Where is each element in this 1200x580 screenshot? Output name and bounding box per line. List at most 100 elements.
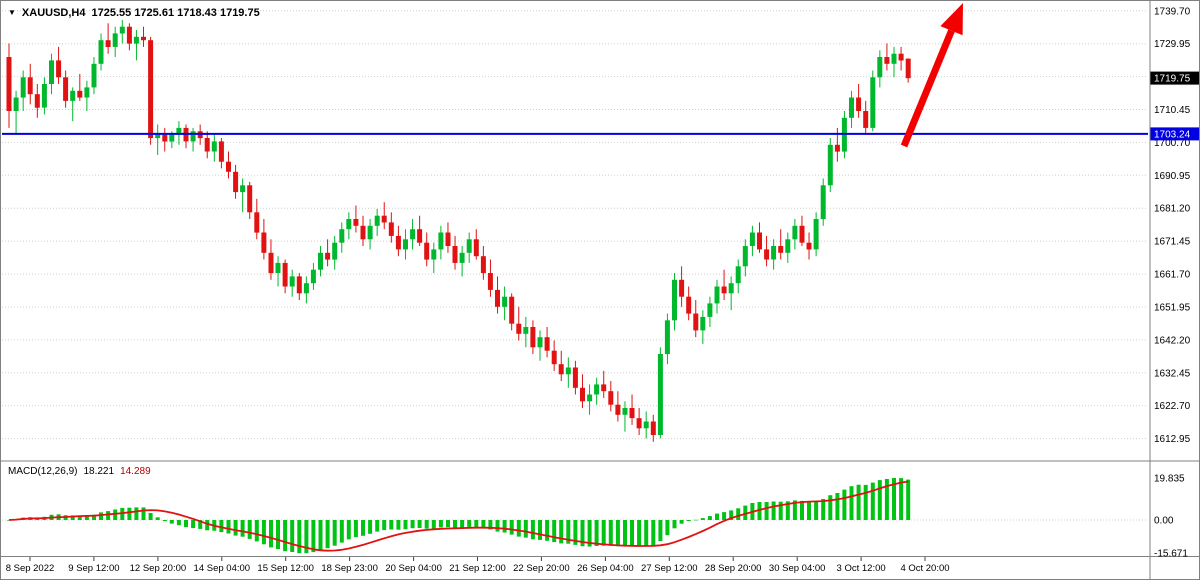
candle-body (856, 97, 862, 111)
price-axis-label: 1710.45 (1154, 105, 1191, 116)
candle-body (445, 232, 451, 246)
time-axis-label: 30 Sep 04:00 (769, 563, 826, 574)
macd-histogram-bar (389, 520, 394, 530)
macd-histogram-bar (205, 520, 210, 531)
candle-body (629, 408, 635, 419)
price-axis-label: 1622.70 (1154, 401, 1191, 412)
macd-histogram-bar (530, 520, 535, 540)
candle-body (403, 239, 408, 250)
candle-body (870, 77, 876, 128)
candle-body (410, 229, 416, 240)
candle-body (863, 111, 869, 128)
candle-body (261, 232, 267, 253)
price-axis-label: 1671.45 (1154, 237, 1191, 248)
time-axis[interactable] (0, 557, 1150, 580)
candle-body (700, 316, 706, 331)
time-axis-label: 8 Sep 2022 (6, 563, 55, 574)
candle-body (530, 327, 536, 348)
candle-body (792, 225, 798, 240)
macd-histogram-bar (580, 520, 585, 547)
macd-histogram-bar (516, 520, 521, 537)
candle-body (318, 252, 323, 270)
candle-body (310, 269, 316, 284)
price-axis-label: 1612.95 (1154, 434, 1191, 445)
candle-body (813, 219, 819, 250)
candle-body (325, 252, 331, 260)
macd-histogram-bar (297, 520, 302, 554)
candle-body (176, 127, 182, 135)
macd-histogram-bar (672, 520, 677, 529)
macd-histogram-bar (7, 520, 11, 521)
macd-histogram-bar (523, 520, 528, 538)
macd-histogram-bar (453, 520, 457, 528)
macd-histogram-bar (552, 520, 557, 543)
macd-histogram-bar (736, 508, 741, 520)
candle-body (622, 408, 628, 415)
candle-body (169, 134, 175, 142)
symbol-dropdown-icon[interactable]: ▼ (8, 8, 16, 17)
macd-histogram-bar (771, 501, 776, 520)
candle-body (353, 219, 359, 226)
chart-ohlc-header: ▼ XAUUSD,H4 1725.55 1725.61 1718.43 1719… (8, 7, 260, 19)
macd-histogram-bar (863, 484, 868, 520)
macd-histogram-bar (290, 520, 295, 552)
macd-histogram-bar (828, 495, 833, 520)
macd-histogram-bar (70, 515, 75, 520)
candle-body (672, 279, 677, 321)
candle-body (580, 387, 585, 402)
macd-histogram-bar (842, 489, 847, 520)
candle-body (594, 384, 600, 395)
candle-body (495, 289, 500, 307)
candle-body (636, 418, 642, 429)
candle-body (240, 185, 246, 193)
macd-histogram-bar (169, 520, 174, 524)
candle-body (289, 276, 295, 287)
macd-histogram-bar (148, 513, 153, 520)
price-axis[interactable] (1150, 0, 1200, 556)
macd-histogram-bar (509, 520, 514, 535)
macd-histogram-bar (778, 501, 783, 520)
candle-body (558, 364, 564, 375)
candle-body (452, 246, 458, 263)
candle-body (211, 141, 217, 152)
macd-main-value: 18.221 (83, 466, 115, 477)
candle-body (891, 53, 897, 64)
macd-histogram-bar (658, 520, 663, 541)
macd-histogram-bar (623, 520, 627, 546)
macd-histogram-bar (155, 517, 160, 520)
candle-body (820, 185, 826, 220)
macd-histogram-bar (785, 501, 790, 520)
macd-histogram-bar (474, 520, 479, 527)
macd-axis-label: 19.835 (1154, 474, 1185, 485)
candle-body (849, 97, 854, 118)
time-axis-label: 27 Sep 12:00 (641, 563, 698, 574)
price-axis-label: 1681.20 (1154, 204, 1191, 215)
trend-arrow-head[interactable] (940, 3, 963, 36)
macd-histogram-bar (538, 520, 542, 540)
candle-body (218, 141, 224, 162)
current-price-tag-label: 1719.75 (1154, 74, 1191, 85)
candle-body (728, 283, 734, 294)
candle-body (679, 279, 685, 297)
time-axis-label: 28 Sep 20:00 (705, 563, 762, 574)
candle-body (608, 391, 614, 405)
macd-histogram-bar (431, 520, 436, 529)
price-axis-label: 1700.70 (1154, 138, 1191, 149)
trend-arrow-shaft[interactable] (900, 29, 955, 148)
macd-histogram-bar (219, 520, 224, 533)
candle-body (905, 58, 911, 79)
macd-histogram-bar (615, 520, 620, 547)
macd-histogram-bar (106, 511, 111, 520)
macd-histogram-bar (226, 520, 231, 534)
macd-histogram-bar (99, 512, 103, 520)
candle-body (735, 266, 741, 284)
candle-body (834, 144, 840, 152)
candle-body (473, 239, 479, 257)
candle-body (898, 53, 904, 61)
candle-body (757, 232, 762, 250)
candle-body (764, 249, 770, 260)
time-axis-label: 4 Oct 20:00 (900, 563, 949, 574)
macd-histogram-bar (870, 482, 875, 520)
